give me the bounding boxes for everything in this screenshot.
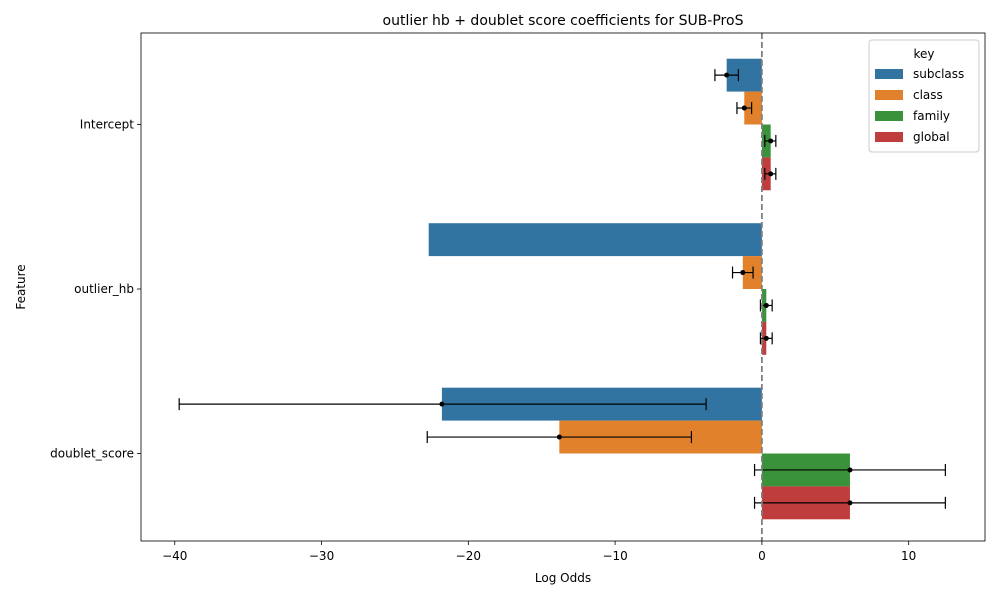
legend-label-subclass: subclass xyxy=(913,67,964,81)
point-family-Intercept xyxy=(768,138,774,144)
x-tick-label: 0 xyxy=(758,549,766,563)
y-tick-label: Intercept xyxy=(80,118,135,132)
legend-label-global: global xyxy=(913,130,950,144)
point-global-doublet_score xyxy=(847,500,853,506)
x-axis-ticks: −40 −30 −20 −10 0 10 xyxy=(162,541,916,563)
bar-subclass-outlier_hb xyxy=(428,223,762,257)
legend-swatch-family xyxy=(875,111,903,121)
point-family-outlier_hb xyxy=(763,302,769,308)
x-tick-label: −20 xyxy=(456,549,481,563)
legend-items: subclass class family global xyxy=(875,67,964,144)
x-tick-label: −40 xyxy=(162,549,187,563)
point-class-doublet_score xyxy=(556,434,562,440)
legend-swatch-subclass xyxy=(875,69,903,79)
x-tick-label: −30 xyxy=(309,549,334,563)
bar-class-Intercept xyxy=(744,91,762,125)
bars-layer xyxy=(428,58,850,520)
legend-title: key xyxy=(913,47,934,61)
x-axis-label: Log Odds xyxy=(535,571,591,585)
point-subclass-Intercept xyxy=(724,72,730,78)
plot-frame xyxy=(140,32,986,542)
legend-frame xyxy=(868,39,980,153)
x-tick-label: −10 xyxy=(602,549,627,563)
x-tick-label: 10 xyxy=(901,549,916,563)
legend: key subclass class family global xyxy=(868,39,980,153)
legend-label-class: class xyxy=(913,88,943,102)
point-global-outlier_hb xyxy=(763,335,769,341)
legend-swatch-global xyxy=(875,132,903,142)
y-axis-ticks: Intercept outlier_hb doublet_score xyxy=(50,118,141,461)
point-subclass-doublet_score xyxy=(439,401,445,407)
error-bars-layer xyxy=(178,69,946,509)
y-tick-label: doublet_score xyxy=(50,447,134,461)
point-class-outlier_hb xyxy=(740,270,746,276)
y-tick-label: outlier_hb xyxy=(74,282,134,296)
point-family-doublet_score xyxy=(847,467,853,473)
legend-swatch-class xyxy=(875,90,903,100)
point-global-Intercept xyxy=(768,171,774,177)
legend-label-family: family xyxy=(913,109,950,123)
point-class-Intercept xyxy=(741,105,747,111)
y-axis-label: Feature xyxy=(14,264,28,309)
chart-title: outlier hb + doublet score coefficients … xyxy=(383,13,744,29)
